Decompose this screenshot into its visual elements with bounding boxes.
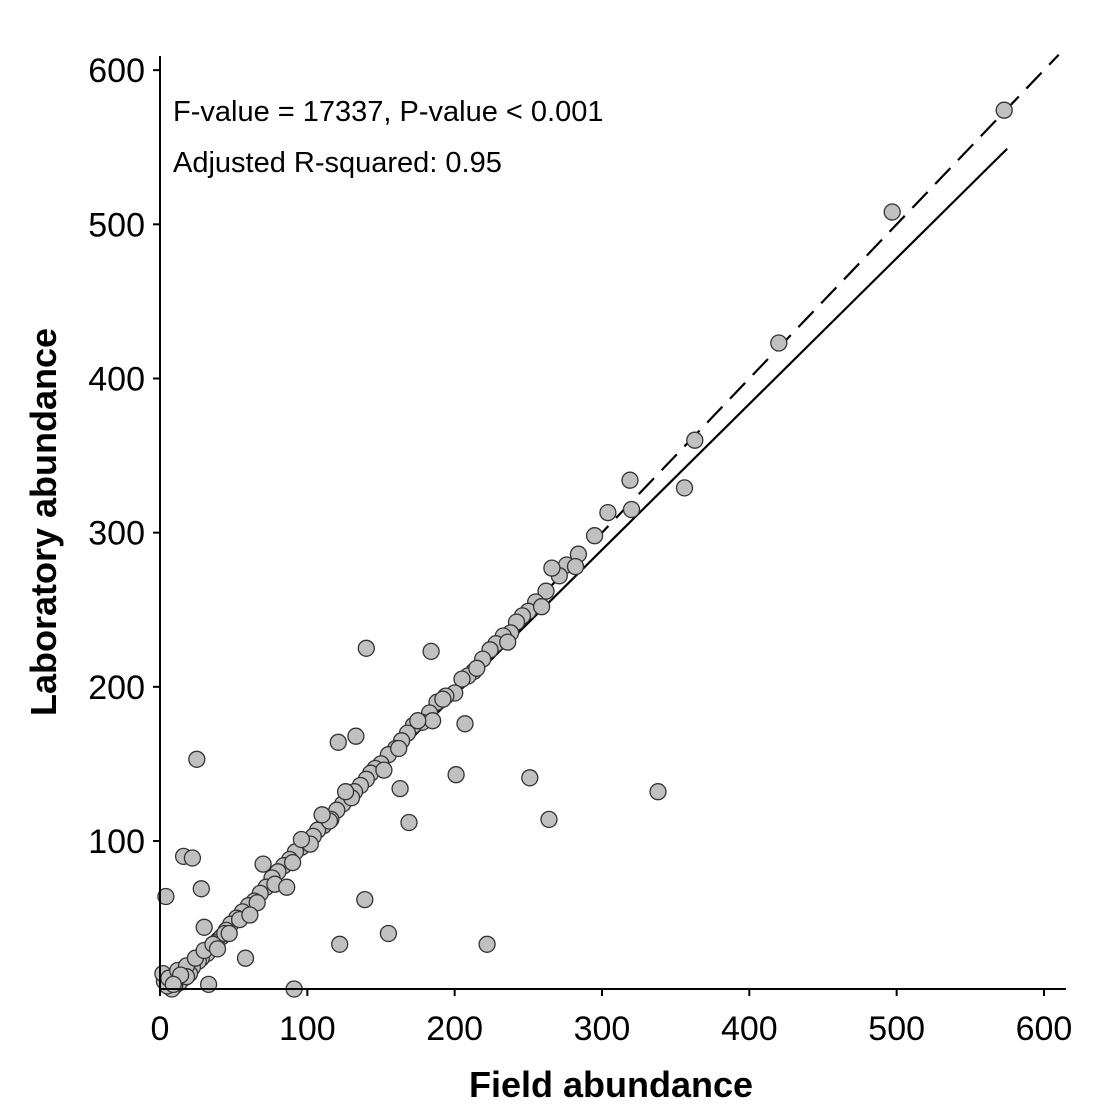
data-point — [195, 918, 213, 936]
x-tick-label: 300 — [574, 1010, 631, 1048]
data-point — [331, 935, 349, 953]
data-point — [468, 659, 486, 677]
data-point — [188, 750, 206, 768]
data-point — [336, 783, 355, 801]
data-point — [422, 642, 440, 661]
y-axis-title: Laboratory abundance — [23, 328, 64, 716]
data-point — [599, 503, 617, 522]
data-point — [183, 849, 202, 867]
data-point — [400, 813, 418, 832]
data-point — [675, 479, 694, 497]
x-tick-label: 100 — [279, 1010, 336, 1048]
data-point — [313, 806, 331, 824]
data-point — [456, 715, 474, 733]
data-point — [357, 639, 375, 657]
y-tick-label: 300 — [88, 515, 145, 553]
data-point — [770, 334, 788, 352]
x-axis-title: Field abundance — [469, 1064, 753, 1105]
data-point — [585, 527, 604, 545]
data-point — [329, 733, 347, 751]
data-point — [379, 924, 398, 943]
x-tick-label: 500 — [868, 1010, 925, 1048]
data-point — [254, 855, 272, 873]
data-point — [278, 878, 296, 896]
data-point — [220, 924, 238, 943]
data-point — [622, 500, 641, 519]
data-point — [540, 810, 558, 829]
data-point — [283, 853, 302, 872]
data-point — [157, 887, 175, 906]
y-tick-label: 500 — [88, 206, 145, 244]
data-point — [883, 203, 901, 221]
data-point — [347, 727, 365, 745]
data-point — [192, 880, 210, 898]
data-point — [621, 471, 639, 489]
x-tick-label: 600 — [1016, 1010, 1073, 1048]
y-tick-label: 200 — [88, 669, 145, 707]
data-point — [532, 598, 551, 616]
data-point — [649, 783, 667, 801]
data-point — [521, 769, 539, 787]
data-point — [208, 940, 227, 958]
y-tick-label: 400 — [88, 360, 145, 398]
x-tick-label: 200 — [426, 1010, 483, 1048]
data-point — [995, 101, 1013, 119]
data-point — [409, 712, 427, 730]
data-point — [375, 761, 393, 779]
y-tick-label: 100 — [88, 823, 145, 861]
data-points — [154, 101, 1013, 998]
data-point — [241, 906, 259, 924]
data-point — [390, 739, 408, 758]
x-tick-label: 0 — [151, 1010, 170, 1048]
data-point — [391, 779, 409, 798]
data-point — [543, 559, 561, 577]
y-tick-label: 600 — [88, 52, 145, 90]
x-tick-label: 400 — [721, 1010, 778, 1048]
annotation-f-value: F-value = 17337, P-value < 0.001 — [173, 96, 603, 128]
axes: 0 100 200 300 400 500 600 100 200 300 400 500 600 — [88, 52, 1072, 1048]
data-point — [453, 670, 471, 688]
data-point — [566, 557, 585, 576]
data-point — [686, 431, 704, 449]
annotation-r-squared: Adjusted R-squared: 0.95 — [173, 147, 502, 179]
data-point — [236, 949, 255, 967]
data-point — [537, 582, 555, 600]
data-point — [423, 712, 442, 730]
data-point — [292, 830, 311, 849]
data-point — [447, 766, 465, 784]
data-point — [478, 935, 496, 953]
data-point — [434, 690, 452, 708]
data-point — [356, 890, 374, 909]
data-point — [499, 633, 517, 651]
